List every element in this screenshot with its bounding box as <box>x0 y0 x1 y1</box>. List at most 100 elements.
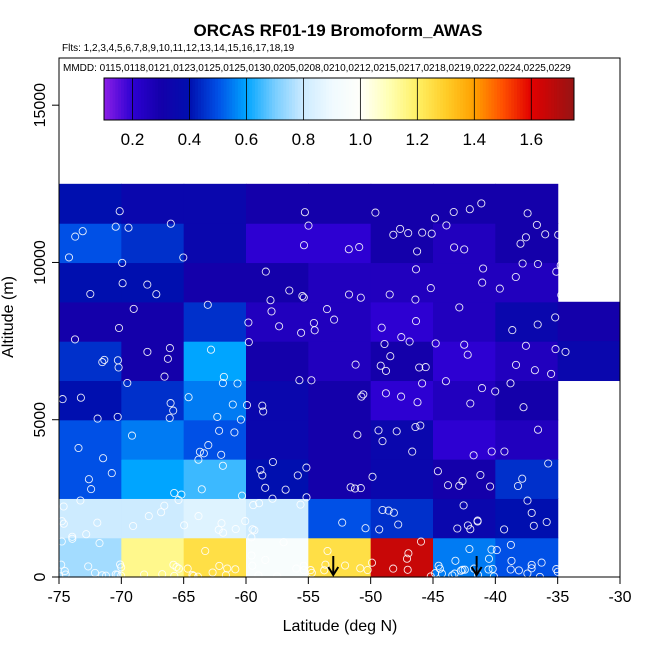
sample-marker <box>84 562 93 571</box>
sample-marker <box>188 570 197 580</box>
sample-marker <box>547 369 556 378</box>
sample-marker <box>322 305 332 314</box>
colorbar-segment <box>536 78 541 120</box>
heatmap-cell <box>370 459 434 499</box>
colorbar-segment <box>226 78 230 120</box>
colorbar-segment <box>442 78 447 120</box>
colorbar-segment <box>360 78 364 120</box>
sample-marker <box>463 521 472 530</box>
sample-marker <box>285 286 294 295</box>
colorbar-segment <box>106 78 111 120</box>
sample-marker <box>554 230 563 239</box>
sample-marker <box>242 401 252 410</box>
sample-marker <box>71 232 80 241</box>
sample-marker <box>118 258 127 267</box>
sample-marker <box>458 565 467 574</box>
sample-marker <box>456 566 465 575</box>
colorbar-segment <box>217 78 222 120</box>
sample-marker <box>518 474 527 483</box>
sample-marker <box>394 520 403 529</box>
sample-marker <box>170 571 179 580</box>
sample-marker <box>361 524 370 533</box>
sample-marker <box>551 345 560 354</box>
colorbar-segment <box>254 78 259 120</box>
sample-marker <box>506 540 515 549</box>
sample-marker <box>513 481 523 491</box>
sample-marker <box>491 387 500 396</box>
sample-marker <box>231 565 240 574</box>
colorbar-segment <box>121 78 125 120</box>
colorbar-segment <box>257 78 262 120</box>
heatmap-cell <box>557 301 620 342</box>
sample-marker <box>476 470 485 480</box>
sample-marker <box>411 295 420 304</box>
sample-marker <box>64 253 74 262</box>
sample-marker <box>57 560 66 569</box>
sample-marker <box>230 428 239 437</box>
colorbar-segment <box>104 78 108 120</box>
sample-marker <box>61 570 70 579</box>
colorbar-segment <box>559 78 564 120</box>
sample-marker <box>177 490 186 499</box>
sample-marker <box>397 392 406 401</box>
heatmap-cell <box>121 341 185 382</box>
sample-marker <box>189 571 198 580</box>
sample-marker <box>341 561 350 570</box>
sample-marker <box>418 379 427 388</box>
colorbar-segment <box>143 78 148 120</box>
colorbar-segment <box>306 78 310 120</box>
sample-marker <box>465 205 474 214</box>
sample-marker <box>93 414 102 423</box>
sample-marker <box>421 363 430 372</box>
heatmap-cell <box>183 223 247 264</box>
heatmap-cell <box>308 223 372 264</box>
sample-marker <box>455 303 464 312</box>
sample-marker <box>460 245 469 254</box>
sample-marker <box>310 326 319 335</box>
sample-marker <box>511 272 520 282</box>
heatmap-cell <box>495 419 559 460</box>
colorbar-segment <box>434 78 438 120</box>
sample-marker <box>183 564 192 573</box>
sample-marker <box>451 556 460 565</box>
colorbar-segment <box>440 78 444 120</box>
colorbar-segment <box>562 78 566 120</box>
sample-marker <box>460 340 469 349</box>
x-tick-label: -70 <box>110 589 133 606</box>
heatmap-cell <box>495 183 559 224</box>
colorbar-segment <box>548 78 552 120</box>
sample-marker <box>431 339 440 348</box>
heatmap-cell <box>308 419 372 460</box>
sample-marker <box>166 219 175 228</box>
heatmap-cell <box>370 341 434 382</box>
colorbar-segment <box>206 78 210 120</box>
colorbar-segment <box>400 78 404 120</box>
sample-marker <box>368 472 377 481</box>
sample-marker <box>441 377 450 386</box>
colorbar-segment <box>126 78 131 120</box>
colorbar-segment <box>528 78 532 120</box>
sample-marker <box>551 313 560 322</box>
colorbar-segment <box>195 78 199 120</box>
colorbar-segment <box>340 78 344 120</box>
sample-marker <box>244 318 253 327</box>
sample-marker <box>330 315 339 324</box>
sample-marker <box>124 223 133 232</box>
sample-marker <box>250 526 259 535</box>
colorbar-segment <box>280 78 284 120</box>
colorbar-segment <box>451 78 455 120</box>
x-tick-label: -40 <box>484 589 507 606</box>
sample-marker <box>381 389 390 398</box>
colorbar-segment <box>158 78 162 120</box>
sample-marker <box>533 320 542 329</box>
heatmap-cell <box>308 341 372 382</box>
sample-marker <box>381 366 391 375</box>
colorbar-segment <box>386 78 390 120</box>
heatmap-cell <box>495 459 559 499</box>
sample-marker <box>163 354 172 363</box>
colorbar-segment <box>198 78 202 120</box>
colorbar-segment <box>329 78 333 120</box>
colorbar-segment <box>420 78 424 120</box>
sample-marker <box>521 233 530 242</box>
colorbar-segment <box>331 78 336 120</box>
